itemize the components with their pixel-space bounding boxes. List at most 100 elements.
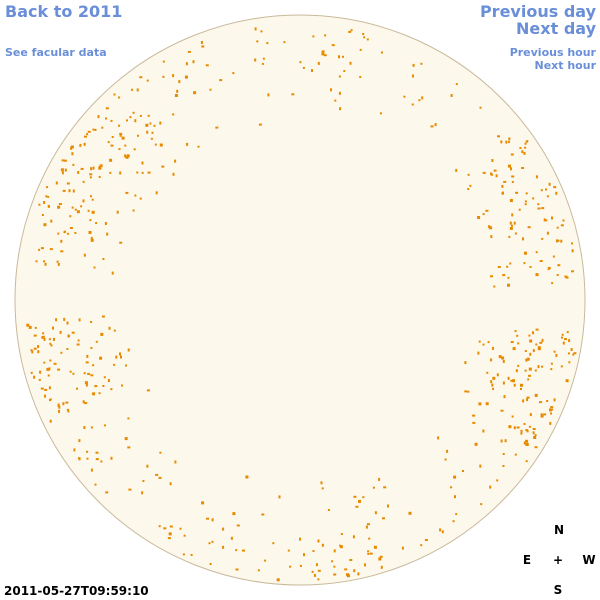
facula [185,62,188,66]
facula [291,93,295,96]
facula [161,165,165,168]
facula [40,387,44,390]
facula [108,326,111,330]
facula [262,57,265,60]
facula [352,535,355,539]
facula [131,88,133,91]
facula [532,349,535,353]
facula [139,197,142,200]
facula [437,436,440,440]
facula [66,348,69,350]
facula [311,570,314,573]
facula [190,554,193,556]
facula [147,114,150,117]
facula [82,400,85,404]
facula [523,423,526,425]
facula [272,542,275,545]
facula [467,188,470,190]
facula [110,456,113,460]
facula [535,175,538,179]
facula [359,48,362,51]
back-link[interactable]: Back to 2011 [5,2,122,21]
facula [119,352,121,356]
facula [71,152,74,156]
facula [515,191,519,194]
next-hour-link[interactable]: Next hour [535,59,597,72]
facula [73,448,76,452]
facula [86,450,89,453]
facula [560,365,563,368]
facula [55,318,58,322]
facula [63,231,66,234]
facula [570,348,573,351]
facula [321,50,325,53]
facula [526,398,529,402]
facular-link[interactable]: See facular data [5,46,107,59]
facula [90,167,93,171]
compass-center: + [553,553,563,567]
facula [178,80,181,84]
facula [566,331,569,334]
facula [539,260,543,262]
facula [86,354,89,358]
facula [349,61,352,65]
timestamp: 2011-05-27T09:59:10 [4,584,149,598]
facula [487,341,490,344]
facula [520,388,522,390]
facula [104,222,107,225]
facula [124,437,128,441]
next-day-link[interactable]: Next day [516,19,597,38]
facula [541,237,544,240]
facula [60,168,64,172]
facula [482,171,486,174]
facula [162,75,165,78]
previous-day-link[interactable]: Previous day [480,2,597,21]
facula [502,359,505,363]
facula [105,107,109,110]
facula [317,578,320,581]
facula [381,51,383,54]
facula [85,383,88,387]
previous-hour-link[interactable]: Previous hour [510,46,597,59]
facula [258,123,262,126]
facula [553,186,557,189]
facula [109,171,112,174]
facula [118,96,121,99]
facula [174,159,177,163]
facula [502,191,504,195]
facula [508,425,512,429]
facula [439,528,442,532]
facula [492,387,494,390]
facula [490,275,493,278]
facula [526,357,530,361]
facula [242,549,245,552]
facula [83,426,86,429]
facula [103,424,106,427]
facula [561,333,564,336]
compass-south: S [554,583,563,597]
facula [490,380,493,384]
facula [40,247,44,250]
facula [110,119,113,122]
facula [520,432,523,435]
facula [95,222,98,224]
facula [528,334,531,337]
facula [412,63,415,67]
facula [266,42,269,45]
facula [347,574,350,578]
facula [556,274,559,276]
facula [453,475,457,479]
facula [366,523,370,526]
facula [107,379,110,382]
facula [349,559,353,561]
facula [412,74,414,78]
facula [491,159,494,162]
facula [222,527,225,531]
facula [529,352,532,356]
facula [525,140,528,143]
facula [79,143,82,147]
facula [529,339,533,343]
facula [33,347,37,350]
facula [444,458,447,461]
facula [48,367,51,371]
